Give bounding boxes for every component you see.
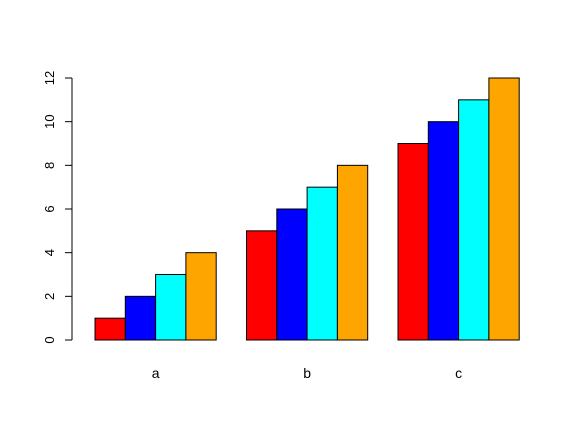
y-tick-label: 4	[42, 249, 57, 256]
y-tick-label: 2	[42, 293, 57, 300]
bar	[397, 143, 429, 341]
x-axis-labels: a b c	[152, 365, 462, 381]
bar	[427, 121, 460, 341]
bar	[124, 295, 157, 341]
bar	[94, 317, 126, 341]
bar	[185, 252, 217, 341]
y-tick-label: 0	[42, 336, 57, 343]
bar	[306, 186, 338, 341]
bar	[246, 230, 278, 341]
bar-group-a	[94, 252, 217, 341]
y-tick-label: 12	[42, 71, 57, 85]
bar-group-c	[397, 77, 520, 341]
bar-group-b	[246, 164, 369, 341]
x-category-label: b	[303, 365, 311, 381]
bar	[336, 164, 369, 341]
y-tick-label: 10	[42, 114, 57, 128]
y-tick-label: 8	[42, 162, 57, 169]
bar	[276, 208, 308, 341]
bar	[155, 274, 187, 341]
bar	[458, 99, 490, 341]
y-tick-label: 6	[42, 205, 57, 212]
x-category-label: a	[152, 365, 160, 381]
y-axis: 0 2 4 6 8 10 12	[42, 71, 73, 344]
bar-groups	[94, 77, 520, 341]
bar	[488, 77, 520, 341]
x-category-label: c	[455, 365, 462, 381]
